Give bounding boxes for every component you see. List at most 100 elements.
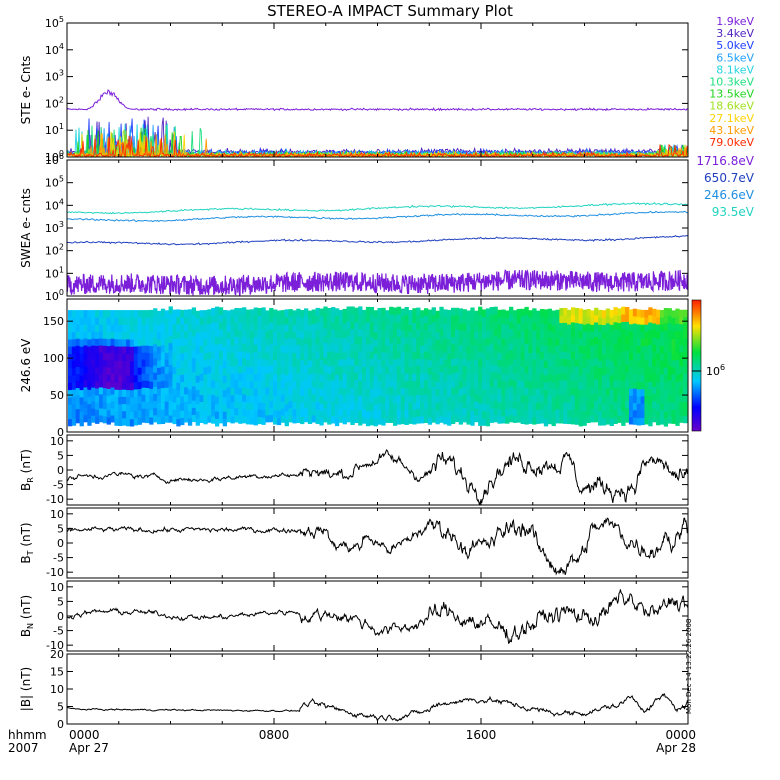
heatmap-cell [315,409,320,417]
heatmap-cell [160,366,166,374]
heatmap-cell [199,317,204,325]
heatmap-cell [164,380,169,388]
heatmap-cell [230,380,235,388]
heatmap-cell [303,400,309,409]
heatmap-cell [532,416,537,425]
heatmap-cell [280,317,286,325]
heatmap-cell [68,411,73,420]
heatmap-cell [307,402,313,410]
y-tick-label: 100 [43,352,64,365]
heatmap-cell [400,402,405,410]
heatmap-cell [392,359,398,367]
heatmap-cell [238,329,243,338]
heatmap-cell [296,415,301,423]
heatmap-cell [551,368,556,376]
heatmap-cell [412,373,417,382]
heatmap-cell [350,328,355,337]
y-tick-label: -10 [46,566,64,579]
heatmap-cell [493,306,498,315]
heatmap-cell [567,359,572,368]
heatmap-cell [632,409,638,418]
heatmap-cell [613,409,618,417]
heatmap-cell [663,389,669,398]
heatmap-cell [536,402,541,410]
heatmap-cell [594,336,599,344]
heatmap-cell [683,387,688,395]
heatmap-cell [323,393,328,401]
heatmap-cell [358,387,363,396]
heatmap-cell [164,366,169,374]
heatmap-cell [369,307,375,315]
heatmap-cell [543,404,549,412]
heatmap-cell [617,372,622,381]
heatmap-cell [644,374,649,382]
heatmap-cell [365,314,371,323]
heatmap-cell [253,395,258,404]
heatmap-cell [574,409,580,418]
generation-timestamp: Mon Dec 14 13:22:26 2008 [685,619,693,714]
heatmap-cell [245,323,251,332]
heatmap-cell [462,330,467,338]
heatmap-cell [613,365,618,374]
heatmap-cell [265,324,270,332]
heatmap-cell [195,360,200,369]
heatmap-cell [404,365,409,374]
heatmap-cell [644,367,649,375]
heatmap-cell [358,395,363,404]
heatmap-cell [640,352,645,361]
heatmap-cell [505,381,510,389]
heatmap-cell [145,324,150,332]
heatmap-cell [632,352,638,360]
heatmap-cell [172,352,177,360]
heatmap-cell [362,394,367,403]
heatmap-cell [265,400,270,409]
heatmap-cell [431,307,436,315]
heatmap-cell [141,401,146,409]
heatmap-cell [303,407,309,416]
heatmap-cell [489,343,494,351]
heatmap-cell [265,310,270,318]
heatmap-cell [149,381,154,389]
heatmap-cell [416,379,421,388]
heatmap-cell [451,365,456,374]
heatmap-cell [505,373,510,382]
heatmap-cell [273,409,278,418]
heatmap-cell [68,396,73,405]
heatmap-cell [590,359,595,367]
heatmap-cell [466,317,471,326]
heatmap-cell [153,343,158,352]
heatmap-cell [300,366,305,375]
heatmap-cell [636,309,641,318]
heatmap-cell [478,343,483,352]
heatmap-cell [412,416,417,425]
y-tick-label: -5 [53,479,64,492]
heatmap-cell [470,395,475,404]
heatmap-cell [191,343,197,351]
heatmap-cell [91,415,96,423]
heatmap-cell [156,416,162,425]
heatmap-cell [551,346,556,355]
heatmap-cell [203,367,208,375]
heatmap-cell [114,389,119,397]
heatmap-cell [369,351,375,360]
heatmap-cell [114,367,119,376]
heatmap-cell [559,329,564,338]
colorbar-label: 106 [706,363,725,378]
heatmap-cell [625,314,630,322]
heatmap-cell [249,323,255,332]
heatmap-cell [532,388,537,396]
heatmap-cell [601,353,607,361]
heatmap-cell [315,387,320,396]
heatmap-cell [644,352,649,361]
heatmap-cell [75,331,81,339]
heatmap-cell [536,381,541,389]
heatmap-cell [509,393,514,401]
heatmap-cell [269,307,274,316]
heatmap-cell [149,409,154,418]
heatmap-cell [667,336,672,345]
heatmap-cell [75,394,81,403]
heatmap-cell [439,306,444,315]
heatmap-cell [87,317,92,325]
heatmap-cell [609,389,614,398]
heatmap-cell [207,379,212,388]
